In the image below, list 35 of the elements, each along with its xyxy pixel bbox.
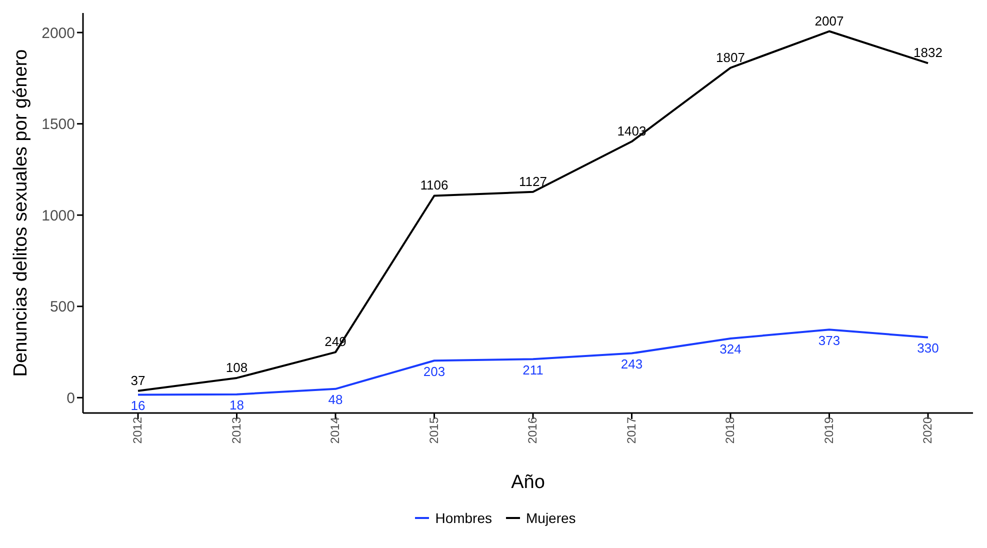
- data-label: 1403: [617, 124, 646, 139]
- x-tick-label: 2019: [822, 416, 836, 444]
- data-label: 18: [230, 398, 244, 413]
- x-tick-label: 2020: [920, 416, 935, 444]
- x-tick-label: 2012: [130, 416, 145, 444]
- data-label: 243: [620, 356, 643, 372]
- y-axis-title: Denuncias delitos sexuales por género: [10, 49, 32, 377]
- data-label: 1832: [914, 45, 942, 60]
- y-tick-label: 1500: [42, 116, 75, 134]
- y-tick-label: 0: [66, 390, 75, 407]
- y-tick-label: 2000: [42, 24, 75, 42]
- data-label: 211: [522, 362, 544, 378]
- x-tick-label: 2017: [624, 416, 638, 444]
- x-tick-label: 2014: [328, 416, 342, 444]
- x-axis-title: Año: [511, 472, 545, 493]
- data-label: 2007: [814, 13, 844, 28]
- data-label: 1106: [420, 178, 448, 193]
- data-label: 108: [226, 360, 248, 375]
- y-tick-label: 1000: [42, 207, 75, 224]
- data-label: 203: [423, 364, 446, 379]
- x-tick-label: 2013: [229, 416, 244, 444]
- y-tick-label: 500: [50, 298, 75, 316]
- x-tick-label: 2018: [723, 416, 738, 444]
- data-label: 1127: [519, 174, 547, 189]
- data-label: 1807: [716, 50, 745, 65]
- legend-label: Hombres: [435, 510, 492, 526]
- legend-label: Mujeres: [526, 510, 576, 526]
- x-tick-label: 2015: [426, 416, 441, 444]
- data-label: 16: [130, 398, 146, 413]
- x-tick-label: 2016: [526, 416, 540, 444]
- data-label: 330: [917, 340, 939, 356]
- data-label: 373: [818, 332, 840, 348]
- data-label: 324: [720, 342, 742, 357]
- data-label: 37: [130, 372, 146, 388]
- data-label: 48: [328, 392, 343, 408]
